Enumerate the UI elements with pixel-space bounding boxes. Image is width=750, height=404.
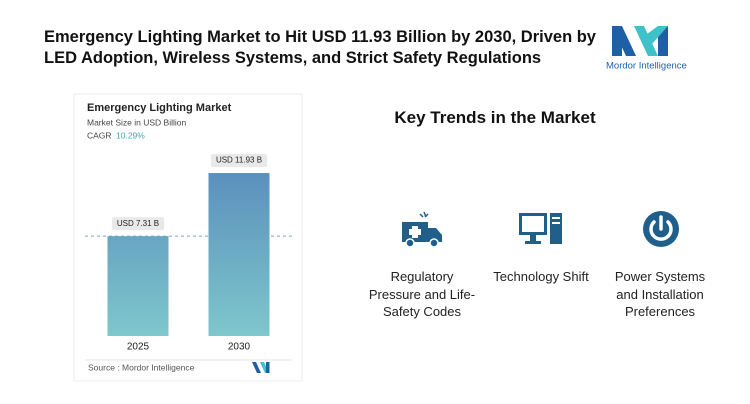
chart: Emergency Lighting Market Market Size in…: [73, 93, 303, 382]
trend-label: Technology Shift: [493, 269, 589, 284]
value-label-box: [210, 154, 268, 168]
logo: Mordor Intelligence: [606, 26, 687, 72]
bar: [208, 173, 270, 336]
trend-label: Regulatory Pressure and Life-Safety Code…: [368, 269, 476, 319]
trend-label: Power Systems and Installation Preferenc…: [614, 269, 706, 319]
value-label: USD 7.31 B: [117, 219, 159, 228]
cagr-value: 10.29%: [116, 130, 145, 140]
x-tick-label: 2030: [228, 342, 251, 353]
ambulance-icon: [402, 211, 442, 248]
trends-title: Key Trends in the Market: [394, 108, 596, 127]
computer-icon: [519, 213, 562, 244]
source: Source : Mordor Intelligence: [88, 362, 195, 372]
value-label-box: [111, 217, 165, 231]
x-tick-label: 2025: [127, 342, 150, 353]
cagr-label: CAGR: [87, 130, 112, 140]
chart-subtitle: Market Size in USD Billion: [87, 117, 186, 127]
bar: [107, 236, 169, 336]
value-label: USD 11.93 B: [216, 156, 262, 165]
mini-logo: [252, 362, 270, 373]
headline: Emergency Lighting Market to Hit USD 11.…: [44, 28, 596, 67]
logo-text: Mordor Intelligence: [606, 61, 687, 72]
power-icon: [643, 211, 679, 247]
chart-title: Emergency Lighting Market: [87, 102, 232, 114]
